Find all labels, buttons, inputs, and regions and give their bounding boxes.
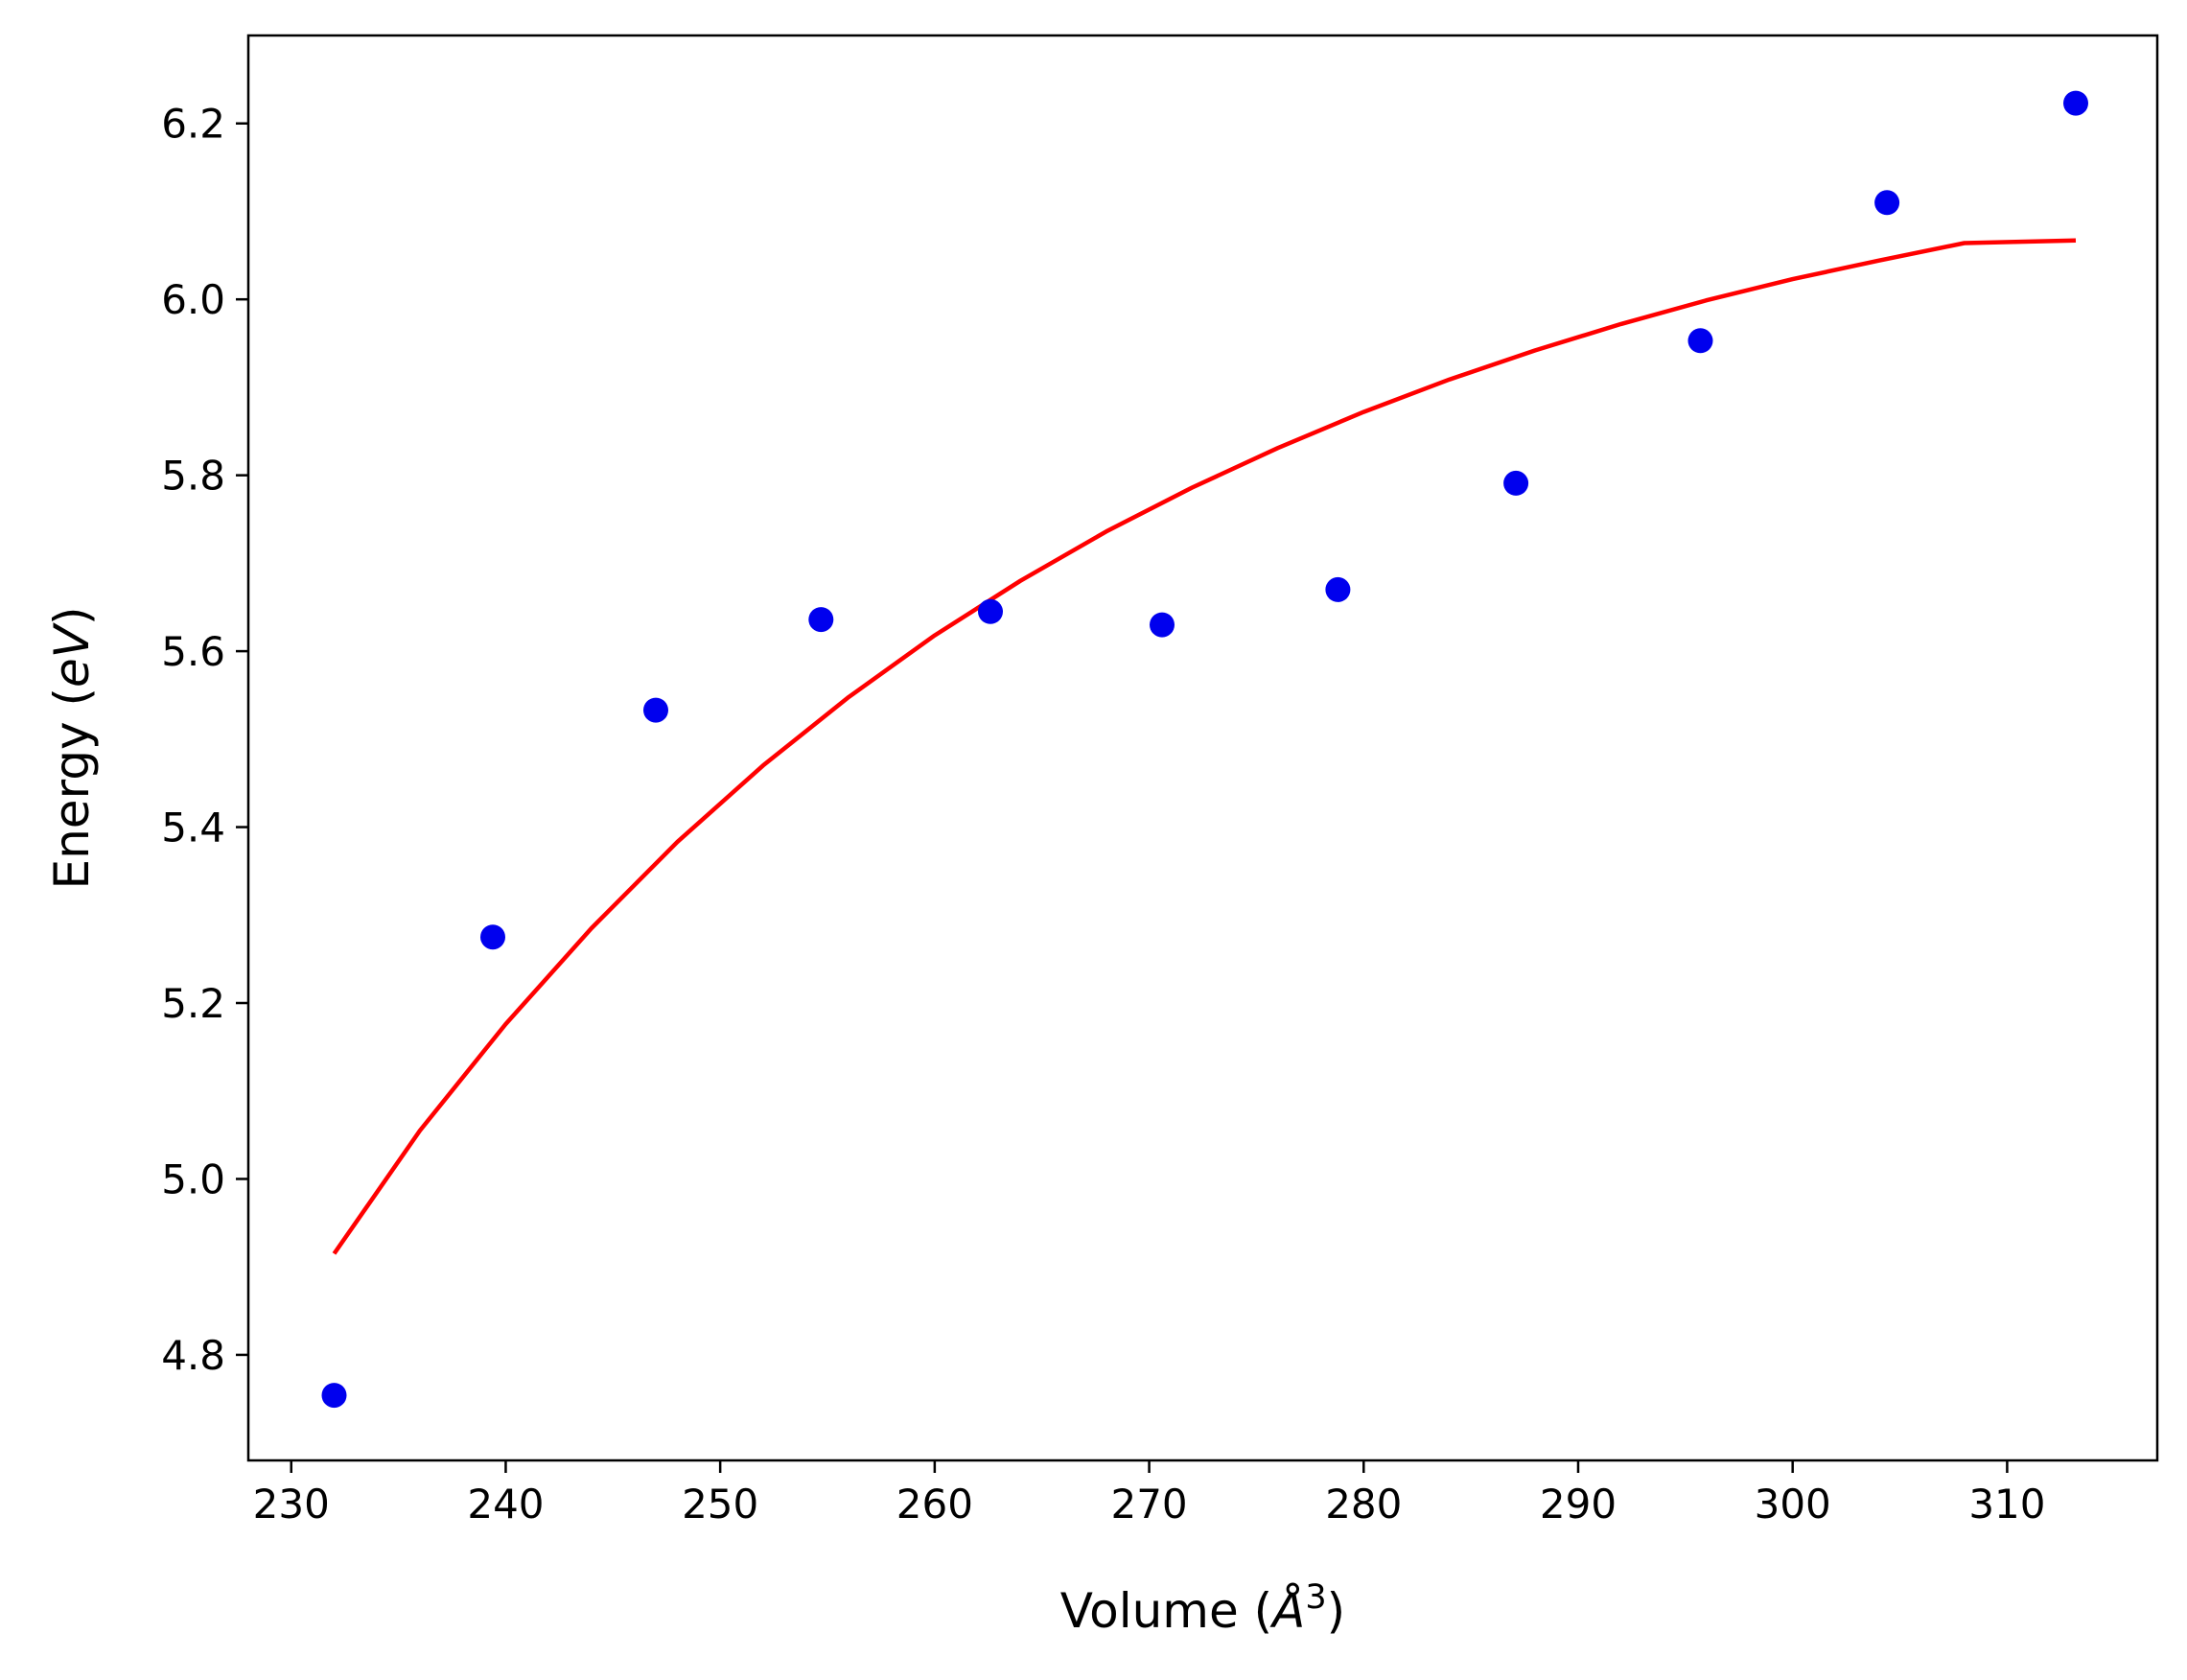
y-axis-label-text: Energy ( xyxy=(44,688,100,889)
x-axis-label-text: Volume ( xyxy=(1060,1583,1272,1639)
x-tick-label: 310 xyxy=(1968,1481,2045,1528)
x-axis-label-exponent: 3 xyxy=(1305,1578,1326,1617)
data-point xyxy=(643,697,668,723)
data-point xyxy=(1503,470,1529,496)
y-tick-label: 5.6 xyxy=(161,628,225,675)
x-tick-label: 260 xyxy=(896,1481,973,1528)
data-point xyxy=(1150,612,1175,638)
x-tick-label: 270 xyxy=(1110,1481,1187,1528)
y-tick-label: 4.8 xyxy=(161,1332,225,1379)
x-tick-label: 230 xyxy=(253,1481,330,1528)
data-point xyxy=(1687,328,1713,354)
y-tick-label: 5.0 xyxy=(161,1155,225,1202)
x-tick-label: 240 xyxy=(467,1481,544,1528)
y-tick-label: 6.2 xyxy=(161,101,225,148)
y-axis-label: Energy (eV) xyxy=(44,607,100,890)
y-tick-label: 6.0 xyxy=(161,276,225,323)
x-axis-label: Volume (Å3) xyxy=(1060,1578,1345,1639)
plot-frame xyxy=(246,34,2159,1462)
data-point xyxy=(321,1383,347,1409)
fit-curve xyxy=(332,238,2077,1255)
data-point xyxy=(978,598,1003,624)
plot-area xyxy=(321,90,2088,1409)
x-tick-label: 280 xyxy=(1325,1481,1402,1528)
x-tick-label: 290 xyxy=(1540,1481,1617,1528)
data-point xyxy=(1874,190,1900,216)
y-tick-label: 5.2 xyxy=(161,980,225,1027)
data-point xyxy=(2063,90,2088,116)
axes: 230 240 250 260 270 280 290 300 310 4.8 5.0 5.2 5.4 5… xyxy=(161,34,2159,1528)
x-tick-label: 300 xyxy=(1755,1481,1831,1528)
x-axis-label-unit: Å xyxy=(1269,1583,1305,1639)
y-axis-label-unit: eV xyxy=(44,621,100,688)
y-tick-label: 5.4 xyxy=(161,805,225,852)
x-axis-label-close: ) xyxy=(1327,1583,1346,1639)
data-point xyxy=(808,607,834,633)
data-point xyxy=(480,924,505,950)
y-axis-label-close: ) xyxy=(44,607,100,626)
x-tick-label: 250 xyxy=(682,1481,758,1528)
y-tick-label: 5.8 xyxy=(161,453,225,500)
data-point xyxy=(1325,576,1351,602)
